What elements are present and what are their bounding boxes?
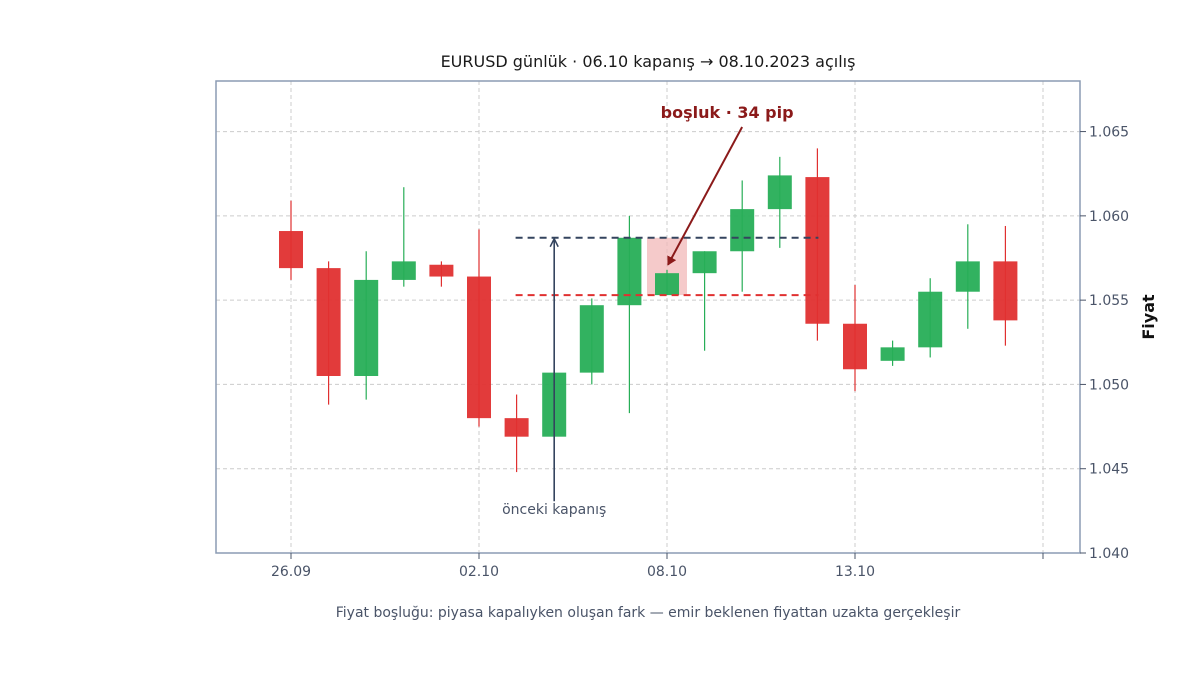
- y-tick-label: 1.060: [1089, 209, 1129, 225]
- overlay-layer: [515, 126, 819, 502]
- chart-title: EURUSD günlük · 06.10 kapanış → 08.10.20…: [441, 52, 856, 71]
- candle-body: [880, 347, 905, 361]
- candle: [918, 278, 943, 358]
- candle-body: [805, 177, 830, 324]
- candle-body: [391, 261, 416, 280]
- y-axis: 1.040 1.045 1.050 1.055 1.060 1.065: [1080, 125, 1129, 562]
- candle-body: [955, 261, 980, 292]
- prev-close-annotation-label: önceki kapanış: [502, 502, 606, 518]
- candle-body: [767, 175, 792, 210]
- candle-body: [504, 418, 529, 437]
- candle: [692, 251, 717, 351]
- candle-body: [279, 231, 303, 269]
- gap-annotation-arrow: [667, 126, 744, 266]
- candle: [467, 229, 491, 427]
- candle-body: [993, 261, 1018, 321]
- candle-body: [843, 323, 867, 370]
- candle-body: [579, 305, 604, 373]
- candle-body: [316, 268, 341, 376]
- candle-body: [467, 276, 491, 419]
- candle-body: [692, 251, 717, 274]
- candle: [504, 394, 529, 473]
- candle-layer: [279, 148, 1018, 473]
- candle-body: [617, 237, 642, 306]
- candle: [843, 284, 867, 392]
- y-tick-label: 1.055: [1089, 293, 1129, 309]
- candle: [391, 187, 416, 287]
- x-tick-label: 02.10: [459, 564, 499, 580]
- candle-body: [918, 291, 943, 348]
- candle: [655, 269, 679, 296]
- x-tick-label: 26.09: [271, 564, 311, 580]
- candle: [617, 215, 642, 414]
- x-tick-label: 08.10: [647, 564, 687, 580]
- candle-body: [730, 209, 755, 252]
- candle: [955, 224, 980, 329]
- candle: [880, 340, 905, 366]
- gap-annotation-label: boşluk · 34 pip: [661, 103, 794, 122]
- candle: [429, 261, 454, 287]
- candle-body: [354, 279, 379, 376]
- candle: [993, 225, 1018, 346]
- y-axis-label: Fiyat: [1139, 294, 1158, 340]
- candle: [805, 148, 830, 341]
- y-tick-label: 1.045: [1089, 462, 1129, 478]
- candle: [579, 298, 604, 385]
- candle: [767, 156, 792, 248]
- y-tick-label: 1.050: [1089, 377, 1129, 393]
- candle: [354, 251, 379, 400]
- y-tick-label: 1.040: [1089, 546, 1129, 562]
- candle-body: [429, 264, 454, 277]
- plot-frame: [215, 80, 1081, 554]
- y-tick-label: 1.065: [1089, 125, 1129, 141]
- candle: [316, 261, 341, 405]
- x-axis: 26.09 02.10 08.10 13.10: [271, 553, 1044, 580]
- grid-layer: [216, 81, 1080, 553]
- x-tick-label: 13.10: [835, 564, 875, 580]
- candle-body: [655, 273, 679, 296]
- chart-caption: Fiyat boşluğu: piyasa kapalıyken oluşan …: [336, 605, 961, 621]
- candle: [730, 180, 755, 292]
- candle: [279, 200, 303, 280]
